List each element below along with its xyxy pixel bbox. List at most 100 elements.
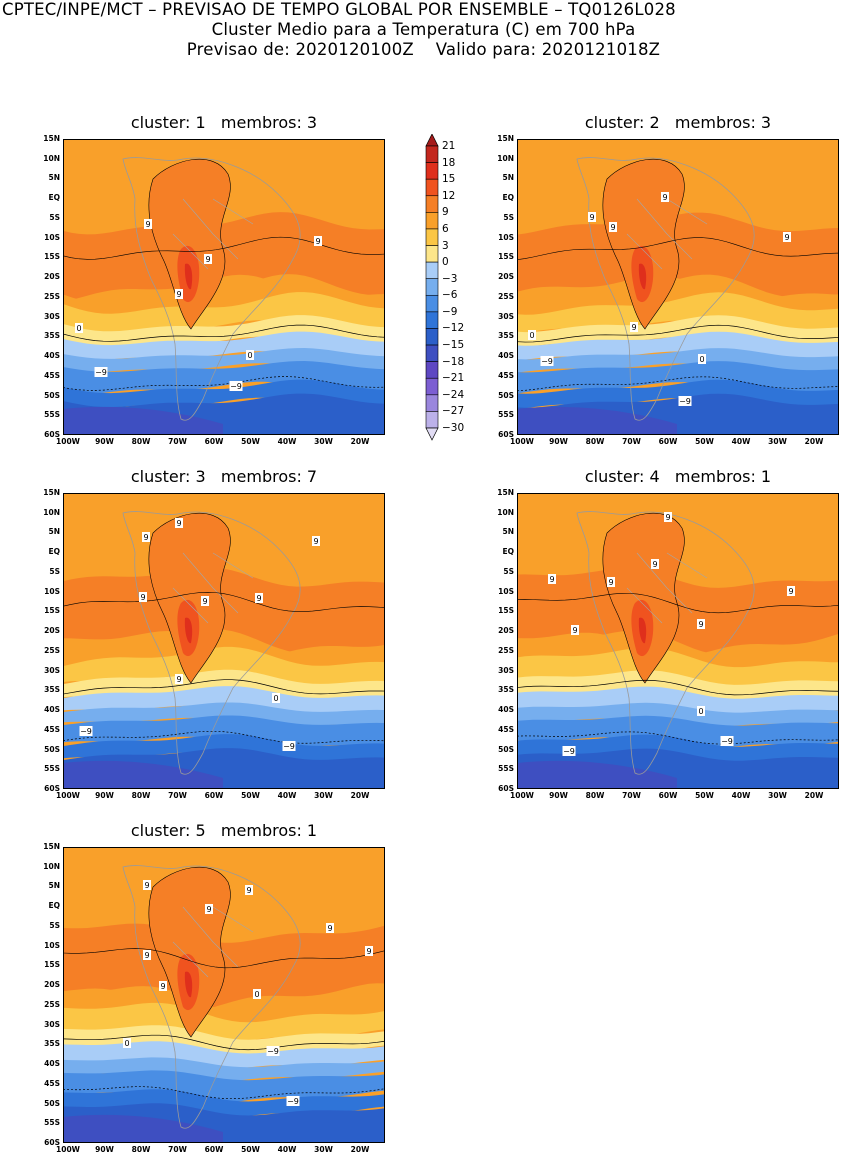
lat-tick-label: 15N	[497, 134, 514, 143]
lon-tick-label: 100W	[56, 437, 80, 446]
lat-tick-label: 15S	[498, 606, 514, 616]
contour-label: 9	[630, 322, 638, 332]
lat-tick-label: 40S	[44, 351, 60, 361]
contour-label: 0	[123, 1038, 131, 1048]
lat-tick-label: 35S	[498, 685, 514, 695]
contour-label: −9	[282, 741, 296, 751]
svg-text:9: 9	[256, 594, 261, 603]
colorbar-swatch	[425, 162, 439, 180]
lat-tick-label: 20S	[44, 980, 60, 990]
contour-label: 0	[75, 323, 83, 333]
colorbar-swatch	[425, 394, 439, 412]
lat-tick-label: 25S	[44, 291, 60, 301]
colorbar-label: −18	[442, 355, 465, 368]
lon-tick-label: 30W	[768, 791, 787, 800]
contour-label: 9	[548, 574, 556, 584]
colorbar-label: 12	[442, 189, 456, 202]
colorbar-label: −21	[442, 372, 465, 385]
colorbar-swatch	[425, 195, 439, 213]
header-line-1: CPTEC/INPE/MCT – PREVISAO DE TEMPO GLOBA…	[2, 0, 676, 19]
lon-tick-label: 50W	[241, 437, 260, 446]
lat-tick-label: 30S	[44, 311, 60, 321]
lon-tick-label: 40W	[277, 437, 297, 446]
panel-title: cluster: 3 membros: 7	[130, 467, 318, 486]
svg-text:9: 9	[176, 675, 181, 684]
contour-label: 9	[201, 596, 209, 606]
svg-text:0: 0	[273, 694, 278, 703]
svg-text:9: 9	[140, 593, 145, 602]
lat-tick-label: 50S	[44, 1098, 60, 1108]
lat-tick-label: EQ	[502, 193, 515, 203]
lat-tick-label: 40S	[498, 705, 514, 715]
lon-tick-label: 40W	[277, 791, 297, 800]
contour-label: −9	[720, 736, 734, 746]
colorbar-label: −30	[442, 422, 465, 434]
lon-tick-label: 60W	[204, 437, 224, 446]
lat-tick-label: 35S	[44, 1039, 60, 1049]
colorbar-swatch	[425, 145, 439, 163]
svg-text:−9: −9	[541, 357, 553, 366]
contour-label: 9	[139, 592, 147, 602]
lon-tick-label: 20W	[350, 437, 370, 446]
contour-label: 9	[205, 904, 213, 914]
lat-tick-label: 45S	[498, 370, 514, 380]
lon-tick-label: 100W	[56, 791, 80, 800]
header-line-2: Cluster Medio para a Temperatura (C) em …	[211, 20, 636, 39]
lat-tick-label: 45S	[44, 724, 60, 734]
svg-text:9: 9	[160, 982, 165, 991]
svg-text:9: 9	[176, 519, 181, 528]
contour-label: 9	[143, 950, 151, 960]
svg-text:0: 0	[76, 324, 81, 333]
lat-tick-label: 35S	[44, 331, 60, 341]
contour-label: 9	[609, 222, 617, 232]
svg-text:−9: −9	[721, 737, 733, 746]
lat-tick-label: 15S	[44, 252, 60, 262]
lat-tick-label: 40S	[44, 705, 60, 715]
svg-text:9: 9	[205, 255, 210, 264]
contour-label: 9	[697, 619, 705, 629]
colorbar-swatch	[425, 328, 439, 346]
contour-label: 9	[255, 593, 263, 603]
lon-tick-label: 20W	[804, 791, 824, 800]
contour-label: 9	[571, 625, 579, 635]
lon-tick-label: 40W	[731, 437, 751, 446]
lat-tick-label: 55S	[44, 764, 60, 774]
lon-tick-label: 20W	[804, 437, 824, 446]
colorbar-label: 9	[442, 206, 449, 219]
lat-tick-label: 10N	[497, 507, 514, 517]
contour-label: 0	[253, 989, 261, 999]
lon-tick-label: 60W	[658, 437, 678, 446]
map-panel: 9 9 9 9 9 9 9 0 0 −9 −9	[63, 847, 385, 1143]
lat-tick-label: 25S	[498, 291, 514, 301]
colorbar-label: 18	[442, 156, 456, 169]
svg-text:9: 9	[572, 626, 577, 635]
lat-tick-label: 5N	[48, 881, 61, 891]
lat-tick-label: 20S	[498, 272, 514, 282]
colorbar-label: −27	[442, 405, 465, 418]
svg-text:9: 9	[610, 223, 615, 232]
svg-text:0: 0	[698, 707, 703, 716]
lon-tick-label: 30W	[768, 437, 787, 446]
contour-label: 9	[607, 577, 615, 587]
lon-tick-label: 70W	[168, 1145, 187, 1154]
lon-tick-label: 80W	[131, 437, 151, 446]
lat-tick-label: 55S	[44, 410, 60, 420]
lon-tick-label: 80W	[131, 791, 151, 800]
lat-tick-label: 55S	[44, 1118, 60, 1128]
lat-tick-label: 10S	[44, 232, 60, 242]
lat-tick-label: 60S	[498, 784, 514, 793]
lat-tick-label: 20S	[44, 272, 60, 282]
lat-tick-label: 5N	[502, 527, 515, 537]
lon-tick-label: 60W	[658, 791, 678, 800]
lat-tick-label: 60S	[44, 1138, 60, 1147]
lat-tick-label: 35S	[44, 685, 60, 695]
svg-text:9: 9	[608, 578, 613, 587]
lat-tick-label: 40S	[44, 1059, 60, 1069]
colorbar-swatch	[425, 261, 439, 280]
lon-tick-label: 80W	[585, 791, 605, 800]
svg-text:9: 9	[366, 947, 371, 956]
svg-text:9: 9	[549, 575, 554, 584]
colorbar-label: −6	[442, 289, 458, 302]
svg-text:9: 9	[631, 323, 636, 332]
lon-tick-label: 90W	[95, 791, 114, 800]
